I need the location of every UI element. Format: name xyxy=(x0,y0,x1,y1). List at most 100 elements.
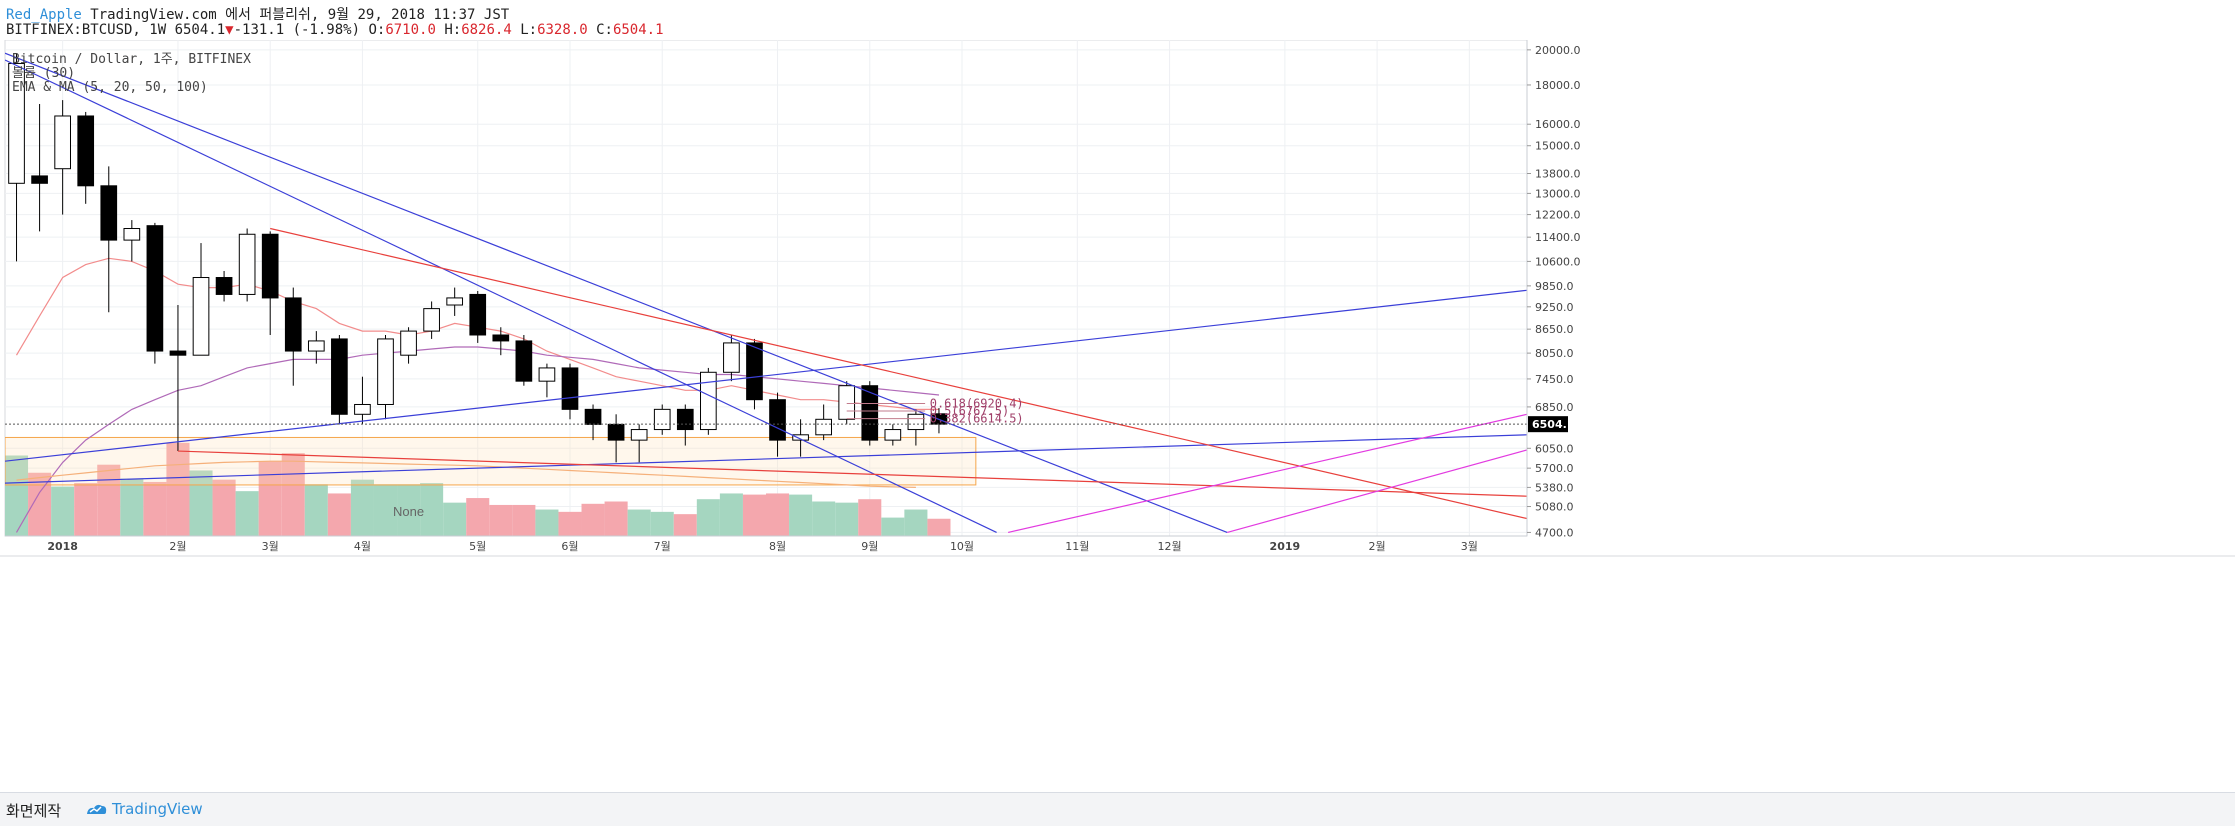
price-change: -131.1 (-1.98%) xyxy=(233,22,361,38)
volume-bar xyxy=(97,464,121,536)
y-tick-label: 20000.0 xyxy=(1535,44,1581,57)
candle xyxy=(700,367,717,435)
volume-bar xyxy=(189,470,213,536)
down-arrow-icon: ▼ xyxy=(225,22,234,38)
candle-body xyxy=(907,413,925,431)
candle-body xyxy=(284,297,302,352)
candle-body xyxy=(8,62,25,184)
x-tick-label: 8월 xyxy=(769,540,786,553)
high-value: 6826.4 xyxy=(461,22,512,38)
last-price-badge xyxy=(1528,416,1568,433)
candle-body xyxy=(561,367,579,410)
volume-bar xyxy=(812,501,836,536)
x-tick-label: 11월 xyxy=(1065,540,1089,553)
x-tick-label: 9월 xyxy=(861,540,878,553)
candle xyxy=(146,222,164,364)
candle-body xyxy=(884,429,902,441)
candle xyxy=(400,327,417,364)
candle-body xyxy=(261,233,279,299)
volume-bar xyxy=(696,499,720,536)
candle-body xyxy=(192,277,210,356)
candle-body xyxy=(861,385,879,441)
volume-bar xyxy=(420,483,444,536)
candle-body xyxy=(77,115,95,187)
x-tick-label: 6월 xyxy=(561,540,578,553)
candle-body xyxy=(815,418,832,436)
tradingview-link[interactable]: TradingView xyxy=(84,800,203,818)
candle xyxy=(884,424,902,446)
candle-body xyxy=(146,225,164,352)
volume-bar xyxy=(604,501,628,536)
y-tick-label: 6050.0 xyxy=(1535,442,1574,455)
author-link[interactable]: Red_Apple xyxy=(6,7,82,23)
price-chart[interactable]: None 0.618(6920.4)0.5(6767.5)0.382(6614.5… xyxy=(0,40,2235,792)
candle-body xyxy=(423,308,440,332)
candle xyxy=(284,287,302,386)
y-tick-label: 9850.0 xyxy=(1535,280,1574,293)
y-tick-label: 8050.0 xyxy=(1535,347,1574,360)
volume-bar xyxy=(650,511,674,536)
candle-body xyxy=(769,399,786,441)
volume-bar xyxy=(166,442,190,536)
candle-body xyxy=(100,185,118,241)
low-label: L: xyxy=(520,22,538,38)
candle xyxy=(54,100,71,215)
volume-bar xyxy=(74,483,98,536)
y-tick-label: 9250.0 xyxy=(1535,301,1574,314)
y-tick-label: 16000.0 xyxy=(1535,118,1581,131)
candle-body xyxy=(723,342,740,373)
x-tick-label: 10월 xyxy=(950,540,974,553)
tradingview-label: TradingView xyxy=(112,800,203,818)
close-label: C: xyxy=(596,22,613,38)
x-tick-label: 4월 xyxy=(354,540,371,553)
candle xyxy=(331,334,348,425)
volume-bar xyxy=(304,484,328,536)
y-tick-label: 12200.0 xyxy=(1535,209,1581,222)
candle-body xyxy=(469,293,487,336)
candle-body xyxy=(331,338,348,415)
candle-body xyxy=(792,434,809,441)
trendline-red xyxy=(270,227,1527,520)
candle xyxy=(469,290,487,343)
candle-body xyxy=(238,233,256,295)
fib-level-label: 0.618(6920.4) xyxy=(930,397,1024,411)
candle-body xyxy=(354,403,371,415)
open-label: O: xyxy=(368,22,386,38)
candle xyxy=(723,334,740,382)
legend-entry: EMA & MA (5, 20, 50, 100) xyxy=(12,80,208,95)
candle xyxy=(307,331,325,364)
candle xyxy=(607,414,625,463)
volume-bar xyxy=(512,504,536,536)
plot-layer: None 0.618(6920.4)0.5(6767.5)0.382(6614.5… xyxy=(5,52,1527,536)
y-tick-label: 5380.0 xyxy=(1535,481,1574,494)
y-tick-label: 4700.0 xyxy=(1535,526,1574,539)
candle xyxy=(792,419,809,457)
published-text: TradingView.com 에서 퍼블리쉬, 9월 29, 2018 11:… xyxy=(90,7,510,23)
candle xyxy=(515,334,533,386)
candle xyxy=(169,305,187,452)
candle-body xyxy=(492,334,510,342)
candle-body xyxy=(607,423,625,441)
candle xyxy=(8,53,25,262)
volume-na-label: None xyxy=(393,504,424,519)
x-tick-label: 12월 xyxy=(1157,540,1181,553)
candle-body xyxy=(215,277,233,295)
candle xyxy=(630,424,648,463)
volume-bar xyxy=(881,517,905,536)
y-tick-label: 7450.0 xyxy=(1535,373,1574,386)
candle xyxy=(123,220,141,262)
volume-bar xyxy=(5,455,29,536)
trendline-blue xyxy=(5,289,1527,462)
candle-body xyxy=(630,429,648,441)
candle xyxy=(492,327,510,356)
candle-body xyxy=(307,340,325,352)
header-line-1: Red_Apple TradingView.com 에서 퍼블리쉬, 9월 29… xyxy=(6,4,509,24)
ema-50-line xyxy=(15,346,940,533)
volume-bar xyxy=(719,493,743,536)
candle xyxy=(538,363,556,398)
y-tick-label: 6850.0 xyxy=(1535,401,1574,414)
x-tick-label: 7월 xyxy=(654,540,671,553)
candle-body xyxy=(54,115,71,170)
candle-body xyxy=(446,297,464,306)
low-value: 6328.0 xyxy=(537,22,588,38)
